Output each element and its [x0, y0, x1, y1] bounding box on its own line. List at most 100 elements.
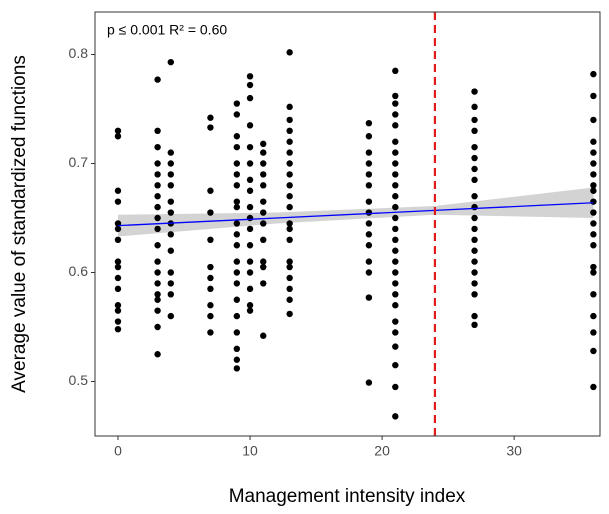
- point: [246, 143, 254, 151]
- point: [590, 70, 597, 78]
- point: [471, 269, 478, 276]
- point: [233, 258, 241, 265]
- point: [233, 345, 241, 353]
- point: [154, 280, 161, 287]
- point: [590, 312, 597, 320]
- point: [207, 329, 214, 336]
- point: [286, 182, 293, 189]
- point: [154, 242, 161, 249]
- point: [233, 269, 241, 276]
- point: [246, 81, 254, 89]
- point: [286, 236, 293, 244]
- point: [286, 220, 293, 227]
- point: [590, 383, 597, 391]
- fit-line: [117, 202, 594, 227]
- point: [154, 296, 161, 303]
- point: [260, 209, 267, 216]
- point: [365, 269, 373, 276]
- point: [471, 291, 478, 298]
- point: [233, 365, 241, 372]
- point: [207, 236, 214, 244]
- point: [590, 269, 597, 276]
- point: [114, 258, 122, 265]
- point: [392, 182, 399, 189]
- point: [114, 127, 122, 135]
- point: [286, 160, 293, 167]
- point: [246, 122, 254, 129]
- point: [167, 269, 175, 276]
- point: [471, 247, 478, 254]
- point: [471, 280, 478, 287]
- point: [365, 198, 373, 205]
- point: [590, 160, 597, 167]
- point: [365, 220, 373, 227]
- point: [392, 291, 399, 298]
- point: [392, 236, 399, 244]
- point: [365, 133, 373, 140]
- point: [471, 193, 478, 200]
- point: [286, 138, 293, 145]
- point: [471, 236, 478, 244]
- point: [260, 171, 267, 178]
- point: [590, 187, 597, 194]
- point: [590, 149, 597, 156]
- point: [286, 285, 293, 293]
- point: [167, 231, 175, 238]
- point: [392, 138, 399, 145]
- point: [233, 356, 241, 363]
- point: [114, 285, 122, 293]
- point: [114, 236, 122, 244]
- point: [286, 116, 293, 124]
- point: [154, 171, 161, 178]
- y-tick-label: 0.7: [69, 154, 89, 170]
- point: [167, 149, 175, 156]
- point: [154, 291, 161, 298]
- point: [392, 361, 399, 369]
- point: [233, 312, 241, 320]
- point: [260, 258, 267, 265]
- point: [392, 67, 399, 75]
- point: [154, 160, 161, 167]
- point: [392, 100, 399, 107]
- x-tick-label: 10: [242, 443, 258, 459]
- point: [365, 242, 373, 249]
- point: [260, 160, 267, 167]
- point: [154, 258, 161, 265]
- point: [392, 413, 399, 420]
- point: [246, 242, 254, 249]
- point: [471, 176, 478, 184]
- point: [392, 280, 399, 287]
- point: [246, 203, 254, 211]
- point: [260, 236, 267, 244]
- point: [590, 116, 597, 124]
- point: [471, 214, 478, 222]
- point: [167, 171, 175, 178]
- point: [154, 127, 161, 135]
- point: [286, 103, 293, 111]
- point: [286, 149, 293, 156]
- point: [365, 160, 373, 167]
- point: [365, 171, 373, 178]
- point: [471, 258, 478, 265]
- point: [392, 329, 399, 336]
- point: [167, 182, 175, 189]
- point: [260, 140, 267, 148]
- point: [233, 280, 241, 287]
- point: [154, 351, 161, 358]
- point: [365, 182, 373, 189]
- x-tick-label: 30: [506, 443, 522, 459]
- point: [233, 100, 241, 107]
- y-tick-label: 0.6: [69, 263, 89, 279]
- point: [233, 171, 241, 178]
- point: [471, 165, 478, 173]
- point: [286, 274, 293, 282]
- point: [590, 263, 597, 271]
- point: [233, 143, 241, 151]
- point: [246, 307, 254, 314]
- y-axis-label: Average value of standardized functions: [9, 55, 30, 393]
- point: [392, 92, 399, 100]
- point: [392, 111, 399, 118]
- point: [114, 325, 122, 333]
- point: [233, 203, 241, 211]
- point: [167, 58, 175, 66]
